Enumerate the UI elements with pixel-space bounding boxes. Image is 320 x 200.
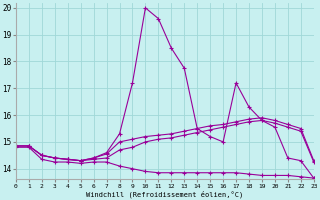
- X-axis label: Windchill (Refroidissement éolien,°C): Windchill (Refroidissement éolien,°C): [86, 190, 244, 198]
